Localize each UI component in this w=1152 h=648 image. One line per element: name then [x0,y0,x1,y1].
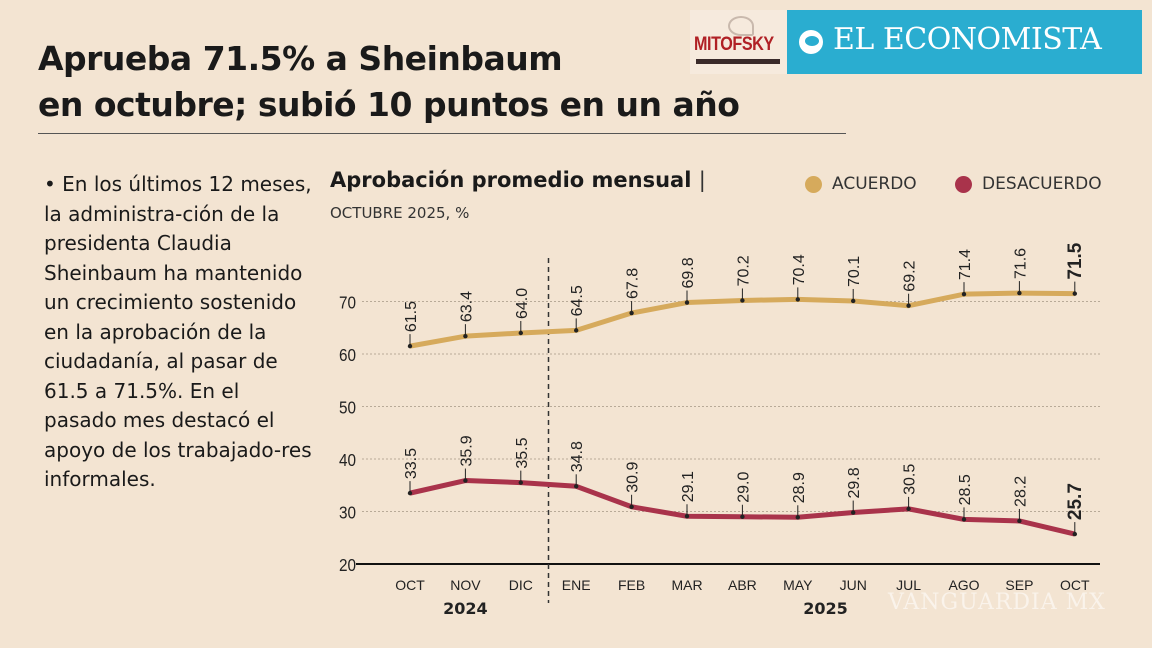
data-point [851,510,856,515]
globe-icon [799,30,823,54]
data-label: 28.9 [791,472,808,503]
x-tick-label: JUL [896,577,921,593]
data-label: 33.5 [403,448,420,479]
legend-desacuerdo: DESACUERDO [955,174,1102,194]
x-tick-label: MAY [783,577,813,593]
data-label: 71.6 [1012,248,1029,279]
data-point [407,490,413,496]
data-point [740,298,745,303]
data-label: 30.5 [902,464,919,495]
data-label: 61.5 [403,301,420,332]
headline-line-1: Aprueba 71.5% a Sheinbaum [38,39,563,78]
y-tick-label: 30 [339,502,356,522]
x-tick-label: DIC [509,577,533,593]
data-label: 29.8 [846,467,863,498]
data-point [1072,291,1078,296]
data-point [518,330,523,336]
summary-text: • En los últimos 12 meses, la administra… [44,172,312,491]
x-tick-label: MAR [671,577,702,593]
data-label: 34.8 [569,441,586,472]
data-point [740,514,745,519]
y-tick-label: 40 [339,450,356,470]
data-label: 69.2 [902,260,919,291]
data-label: 71.4 [957,249,974,280]
data-label: 69.8 [680,257,697,288]
y-tick-label: 50 [339,397,356,417]
x-tick-label: JUN [840,577,867,593]
mitofsky-logo: MITOFSKY [690,10,787,74]
x-tick-label: OCT [1060,577,1090,593]
data-point [961,291,967,297]
data-point [906,303,911,308]
data-point [1017,290,1022,296]
data-point [574,328,579,333]
data-label: 70.2 [735,255,752,286]
legend-acuerdo: ACUERDO [805,174,917,194]
x-tick-label: AGO [948,577,979,593]
data-point [629,504,634,509]
headline: Aprueba 71.5% a Sheinbaum en octubre; su… [38,36,740,128]
data-label: 29.1 [680,471,697,502]
data-point [629,310,634,316]
data-label: 29.0 [735,472,752,503]
data-label: 64.5 [569,285,586,316]
data-label: 70.1 [846,256,863,287]
year-label: 2024 [443,599,488,618]
y-tick-label: 60 [339,345,356,365]
data-point [906,506,911,512]
data-point [795,515,800,520]
data-label: 25.7 [1065,483,1086,520]
x-tick-label: ABR [728,577,757,593]
data-label: 28.2 [1012,476,1029,507]
data-point [463,333,468,339]
x-tick-label: FEB [618,577,645,593]
headline-line-2: en octubre; subió 10 puntos en un año [38,85,740,124]
chart-title: Aprobación promedio mensual | [330,168,706,192]
data-label: 71.5 [1065,242,1086,279]
y-tick-label: 70 [339,292,356,312]
data-point [463,478,468,483]
watermark: VANGUARDIA MX [888,590,1106,615]
data-label: 63.4 [458,291,475,322]
data-point [407,343,413,349]
data-label: 30.9 [625,462,642,493]
data-point [1072,531,1078,537]
data-point [795,297,800,302]
data-point [961,517,967,522]
data-point [574,484,579,489]
x-tick-label: NOV [450,577,481,593]
data-point [851,298,856,304]
x-tick-label: ENE [562,577,591,593]
x-tick-label: SEP [1005,577,1033,593]
data-label: 35.5 [514,437,531,468]
chart-subtitle: OCTUBRE 2025, % [330,204,470,222]
data-label: 64.0 [514,288,531,319]
el-economista-logo: EL ECONOMISTA [787,10,1142,74]
data-label: 67.8 [625,268,642,299]
y-tick-label: 20 [339,555,356,575]
data-label: 28.5 [957,474,974,505]
data-point [684,300,690,305]
data-point [684,514,690,519]
data-label: 70.4 [791,254,808,285]
data-label: 35.9 [458,435,475,466]
data-point [1017,518,1022,524]
year-label: 2025 [803,599,848,618]
data-point [518,480,523,485]
divider [38,133,846,134]
x-tick-label: OCT [395,577,425,593]
